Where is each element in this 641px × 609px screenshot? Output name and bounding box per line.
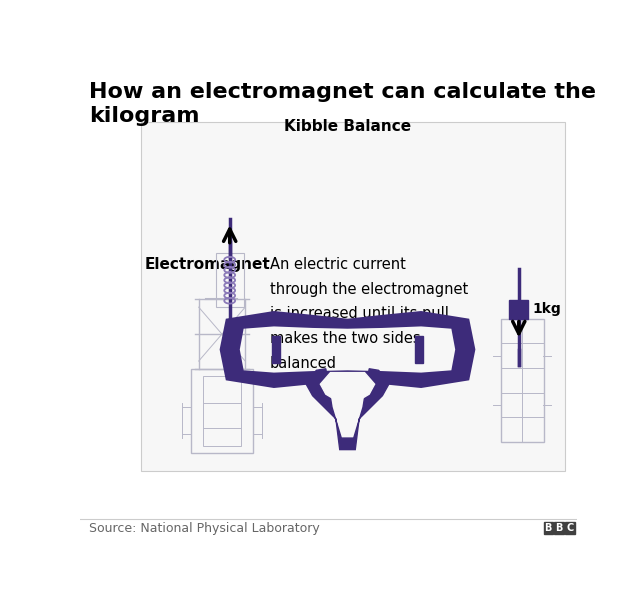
Bar [203,376,241,446]
Bar [191,369,253,454]
PathPatch shape [220,311,476,388]
Polygon shape [272,336,280,364]
Polygon shape [415,336,422,364]
Bar [554,522,563,534]
Bar [565,522,574,534]
Text: How an electromagnet can calculate the
kilogram: How an electromagnet can calculate the k… [90,82,596,125]
Polygon shape [305,369,390,449]
Polygon shape [320,373,374,403]
Text: C: C [566,523,574,533]
Text: 1kg: 1kg [533,303,562,317]
Bar [140,122,565,471]
Bar [544,522,553,534]
Text: Source: National Physical Laboratory: Source: National Physical Laboratory [90,522,320,535]
Bar [501,319,544,442]
Text: An electric current
through the electromagnet
is increased until its pull
makes : An electric current through the electrom… [270,257,468,370]
Bar [216,253,244,307]
Text: Electromagnet: Electromagnet [144,258,271,272]
Bar [510,300,528,319]
Text: B: B [545,523,552,533]
Text: B: B [555,523,563,533]
Text: Kibble Balance: Kibble Balance [284,119,411,134]
